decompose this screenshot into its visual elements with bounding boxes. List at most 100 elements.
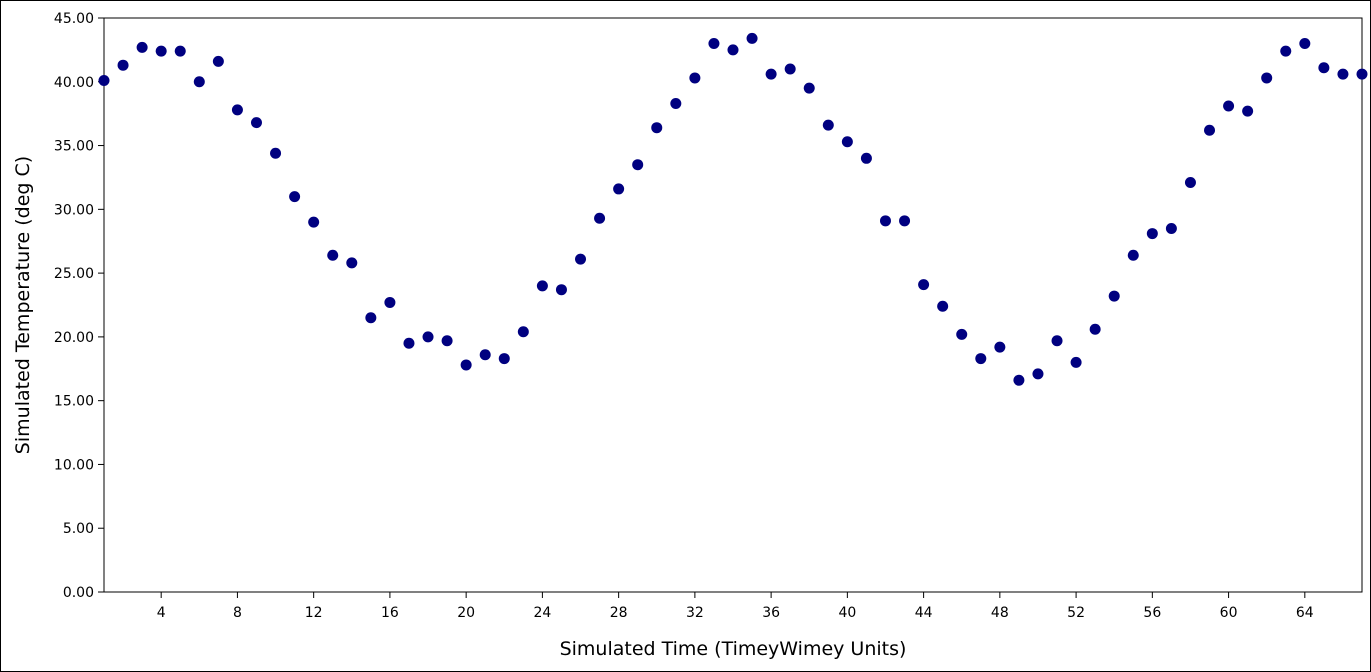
data-point	[937, 300, 949, 312]
data-point	[765, 68, 777, 80]
data-point	[174, 45, 186, 57]
data-point	[384, 296, 396, 308]
data-point	[746, 32, 758, 44]
plot-area	[103, 17, 1363, 593]
x-tick-label: 52	[1067, 605, 1085, 621]
data-point	[1032, 368, 1044, 380]
y-tick-label: 5.00	[63, 521, 94, 537]
data-point	[1127, 249, 1139, 261]
x-tick-label: 4	[157, 605, 166, 621]
data-point	[250, 117, 262, 129]
y-tick-label: 40.00	[54, 75, 94, 91]
data-point	[841, 136, 853, 148]
data-point	[651, 122, 663, 134]
data-point	[1108, 290, 1120, 302]
data-point	[803, 82, 815, 94]
data-point	[1261, 72, 1273, 84]
data-point	[1223, 100, 1235, 112]
data-point	[365, 312, 377, 324]
data-point	[1165, 222, 1177, 234]
data-point	[1013, 374, 1025, 386]
data-point	[822, 119, 834, 131]
data-point	[193, 76, 205, 88]
data-point	[270, 147, 282, 159]
data-point	[708, 38, 720, 50]
data-point	[1337, 68, 1349, 80]
data-point	[1184, 177, 1196, 189]
x-tick-label: 12	[305, 605, 323, 621]
x-axis: 4 8 12 16 20 24 28 32 36 40 44 48 52 56 60 64	[157, 592, 1314, 621]
y-tick-label: 0.00	[63, 585, 94, 601]
x-tick-label: 32	[686, 605, 704, 621]
data-point	[613, 183, 625, 195]
y-tick-label: 20.00	[54, 330, 94, 346]
data-point	[308, 216, 320, 228]
x-tick-label: 16	[381, 605, 399, 621]
data-point	[479, 349, 491, 361]
data-point	[1280, 45, 1292, 57]
data-point	[727, 44, 739, 56]
data-point	[784, 63, 796, 75]
x-tick-label: 36	[762, 605, 780, 621]
data-point	[1299, 38, 1311, 50]
data-point	[117, 59, 129, 71]
data-point	[498, 353, 510, 365]
data-point	[689, 72, 701, 84]
data-points	[98, 32, 1368, 386]
x-tick-label: 20	[457, 605, 475, 621]
x-tick-label: 56	[1143, 605, 1161, 621]
data-point	[1146, 228, 1158, 240]
x-tick-label: 48	[991, 605, 1009, 621]
data-point	[441, 335, 453, 347]
data-point	[1242, 105, 1254, 117]
y-tick-label: 10.00	[54, 457, 94, 473]
data-point	[289, 191, 301, 203]
data-point	[327, 249, 339, 261]
data-point	[879, 215, 891, 227]
x-tick-label: 64	[1296, 605, 1314, 621]
data-point	[860, 152, 872, 164]
data-point	[346, 257, 358, 269]
data-point	[1070, 356, 1082, 368]
data-point	[1051, 335, 1063, 347]
data-point	[555, 284, 567, 296]
data-point	[1356, 68, 1368, 80]
data-point	[136, 41, 148, 53]
y-tick-label: 25.00	[54, 266, 94, 282]
data-point	[918, 279, 930, 291]
y-tick-label: 35.00	[54, 139, 94, 155]
data-point	[422, 331, 434, 343]
x-tick-label: 60	[1220, 605, 1238, 621]
x-tick-label: 8	[233, 605, 242, 621]
x-tick-label: 44	[915, 605, 933, 621]
x-axis-title: Simulated Time (TimeyWimey Units)	[560, 638, 907, 660]
data-point	[1204, 124, 1216, 136]
data-point	[98, 75, 110, 87]
x-tick-label: 28	[610, 605, 628, 621]
data-point	[536, 280, 548, 292]
y-tick-label: 45.00	[54, 11, 94, 27]
data-point	[575, 253, 587, 265]
y-tick-label: 30.00	[54, 202, 94, 218]
data-point	[517, 326, 529, 338]
y-tick-label: 15.00	[54, 394, 94, 410]
data-point	[899, 215, 911, 227]
data-point	[403, 337, 415, 349]
data-point	[155, 45, 167, 57]
data-point	[460, 359, 472, 371]
data-point	[231, 104, 243, 116]
data-point	[1318, 62, 1330, 74]
data-point	[1089, 323, 1101, 335]
data-point	[956, 328, 968, 340]
data-point	[994, 341, 1006, 353]
data-point	[594, 212, 606, 224]
data-point	[212, 55, 224, 67]
x-tick-label: 40	[838, 605, 856, 621]
plot-border	[103, 17, 1363, 593]
data-point	[975, 353, 987, 365]
x-tick-label: 24	[533, 605, 551, 621]
data-point	[632, 159, 644, 171]
data-point	[670, 97, 682, 109]
